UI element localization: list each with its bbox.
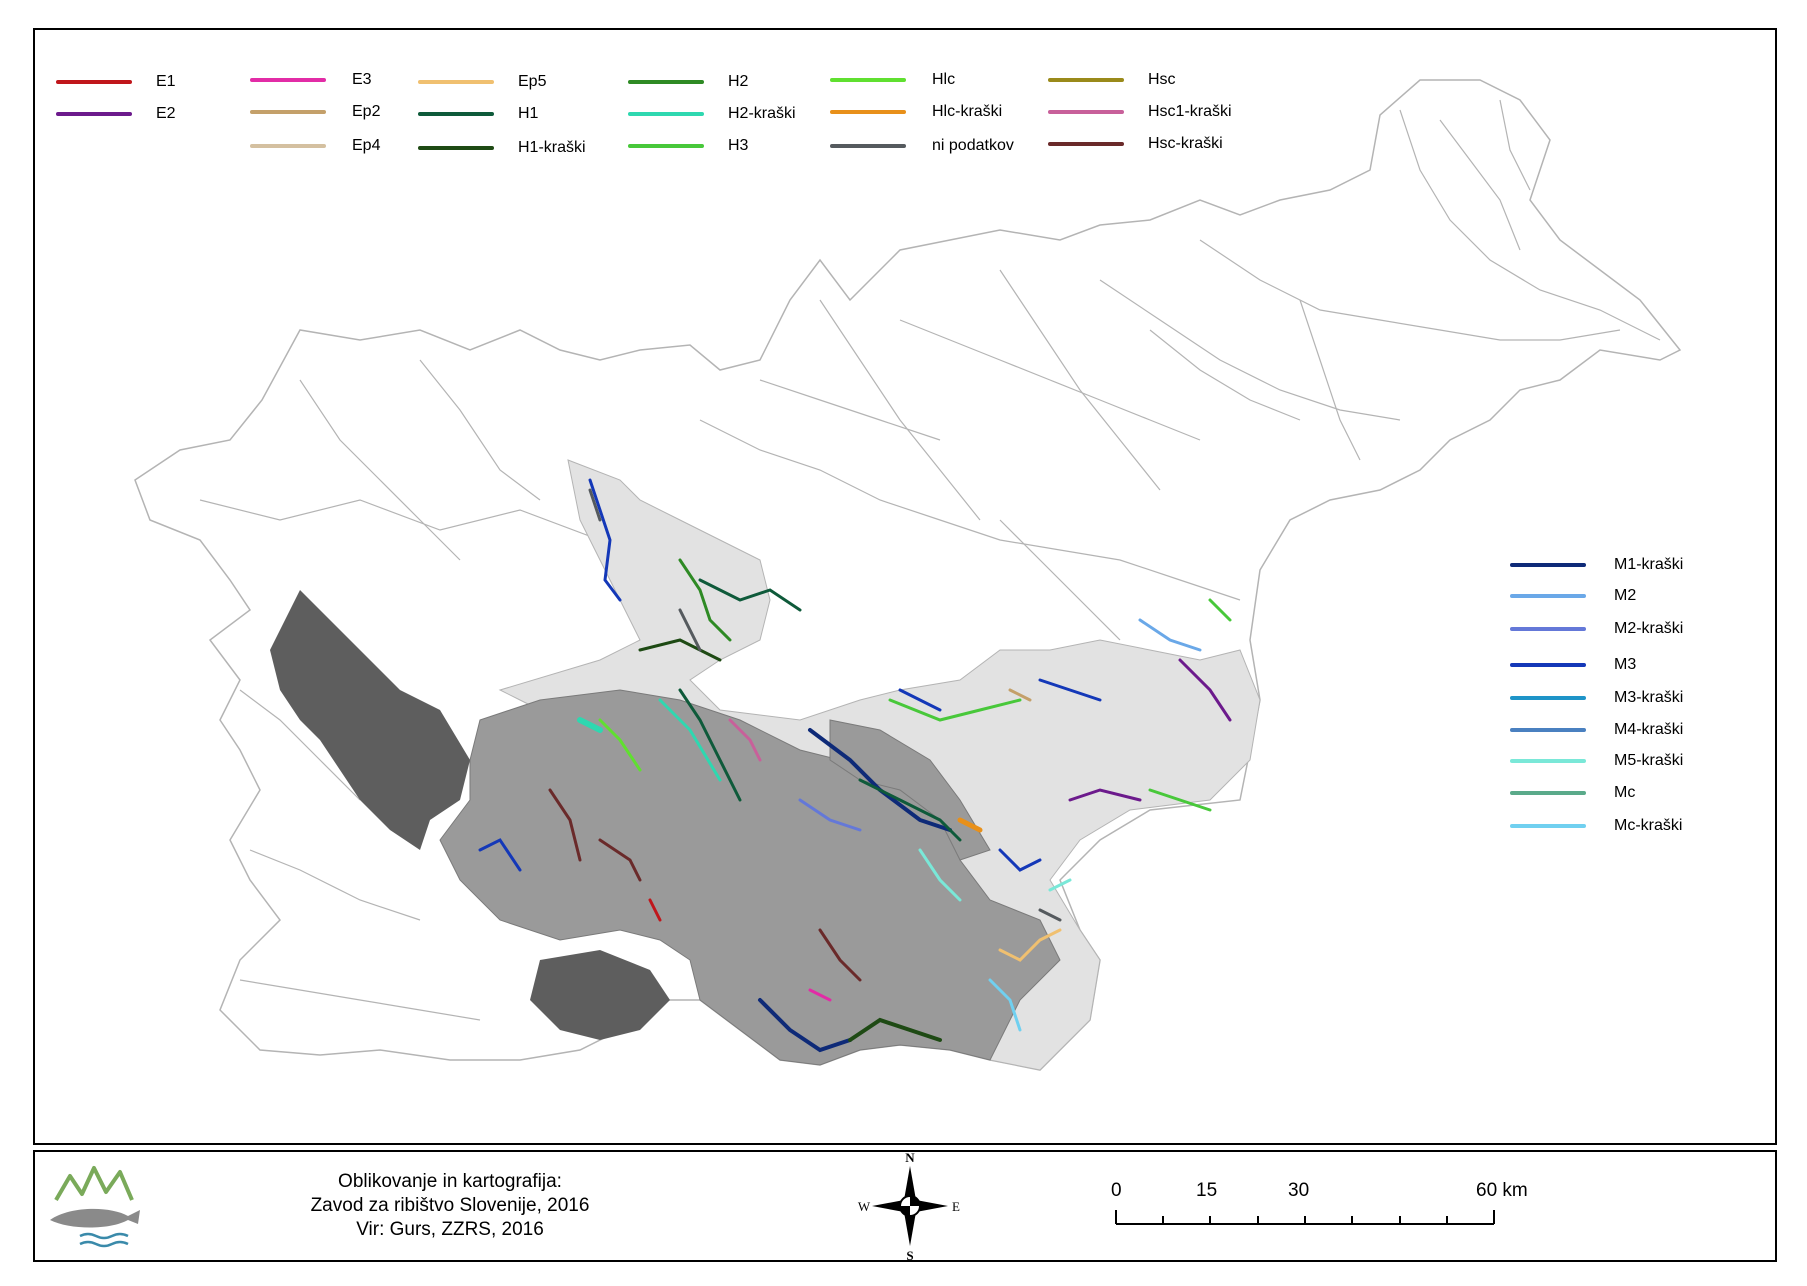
scale-ruler <box>1115 1210 1495 1225</box>
legend-label: ni podatkov <box>932 137 1014 154</box>
legend-label: E3 <box>352 71 372 88</box>
compass-label-n: N <box>905 1150 915 1165</box>
scale-label-30: 30 <box>1288 1180 1310 1201</box>
scale-label-60: 60 km <box>1476 1180 1528 1201</box>
legend-swatch <box>1510 728 1586 732</box>
legend-swatch <box>1510 627 1586 631</box>
legend-swatch <box>1048 110 1124 114</box>
legend-swatch <box>418 112 494 116</box>
scale-label-0: 0 <box>1111 1180 1122 1201</box>
legend-label: Hlc-kraški <box>932 103 1003 120</box>
credit-line-2: Zavod za ribištvo Slovenije, 2016 <box>310 1195 590 1216</box>
credit-block: Oblikovanje in kartografija: Zavod za ri… <box>290 1170 610 1242</box>
compass-quadrant <box>900 1206 910 1216</box>
legend-label: Ep2 <box>352 103 381 120</box>
legend-label: M3-kraški <box>1614 689 1684 706</box>
fish-icon <box>50 1208 140 1228</box>
legend-label: H2 <box>728 73 749 90</box>
legend-swatch <box>1510 696 1586 700</box>
wave-icon <box>79 1240 129 1248</box>
legend-swatch <box>628 80 704 84</box>
legend-label: Ep4 <box>352 137 381 154</box>
legend-label: Hsc-kraški <box>1148 135 1223 152</box>
legend-label: E2 <box>156 105 176 122</box>
legend-swatch <box>1510 663 1586 667</box>
wave-icon <box>79 1232 129 1240</box>
region-dark-south <box>530 950 670 1040</box>
compass-label-e: E <box>952 1199 960 1214</box>
legend-swatch <box>418 146 494 150</box>
legend-label: M5-kraški <box>1614 752 1684 769</box>
compass-rose: N S W E <box>858 1150 960 1262</box>
classified-rivers <box>478 478 1232 1053</box>
compass-quadrant <box>910 1196 920 1206</box>
river-network <box>199 99 1661 1021</box>
legend-label: Ep5 <box>518 73 547 90</box>
credit-line-3: Vir: Gurs, ZZRS, 2016 <box>356 1219 544 1240</box>
legend-swatch <box>628 144 704 148</box>
legend-label: Mc <box>1614 784 1636 801</box>
legend-swatch <box>250 110 326 114</box>
legend-swatch <box>1048 142 1124 146</box>
legend-label: Hsc1-kraški <box>1148 103 1232 120</box>
legend-label: Hsc <box>1148 71 1176 88</box>
legend-label: H1-kraški <box>518 139 586 156</box>
legend-label: E1 <box>156 73 176 90</box>
legend-swatch <box>56 112 132 116</box>
compass-label-s: S <box>906 1248 913 1262</box>
legend-swatch <box>1048 78 1124 82</box>
legend-swatch <box>250 144 326 148</box>
legend-swatch <box>418 80 494 84</box>
legend-swatch <box>1510 563 1586 567</box>
legend-label: M2 <box>1614 587 1637 604</box>
credit-line-1: Oblikovanje in kartografija: <box>338 1171 562 1192</box>
logo-mountains <box>54 1166 134 1202</box>
zzrs-logo <box>50 1166 140 1248</box>
region-dark-west <box>270 590 470 850</box>
legend-label: H1 <box>518 105 539 122</box>
scale-label-15: 15 <box>1196 1180 1218 1201</box>
legend-swatch <box>1510 594 1586 598</box>
legend-label: M1-kraški <box>1614 556 1684 573</box>
compass-label-w: W <box>858 1199 871 1214</box>
legend-label: M2-kraški <box>1614 620 1684 637</box>
legend-swatch <box>830 110 906 114</box>
legend-swatch <box>830 78 906 82</box>
legend-swatch <box>1510 759 1586 763</box>
legend-label: Mc-kraški <box>1614 817 1683 834</box>
legend-label: M4-kraški <box>1614 721 1684 738</box>
legend-label: H3 <box>728 137 749 154</box>
legend-swatch <box>628 112 704 116</box>
legend-swatch <box>830 144 906 148</box>
legend-swatch <box>250 78 326 82</box>
legend-swatch <box>1510 824 1586 828</box>
legend-label: Hlc <box>932 71 956 88</box>
legend-swatch <box>56 80 132 84</box>
region-mid-east <box>829 719 991 861</box>
legend-swatch <box>1510 791 1586 795</box>
legend-label: H2-kraški <box>728 105 796 122</box>
legend-label: M3 <box>1614 656 1637 673</box>
